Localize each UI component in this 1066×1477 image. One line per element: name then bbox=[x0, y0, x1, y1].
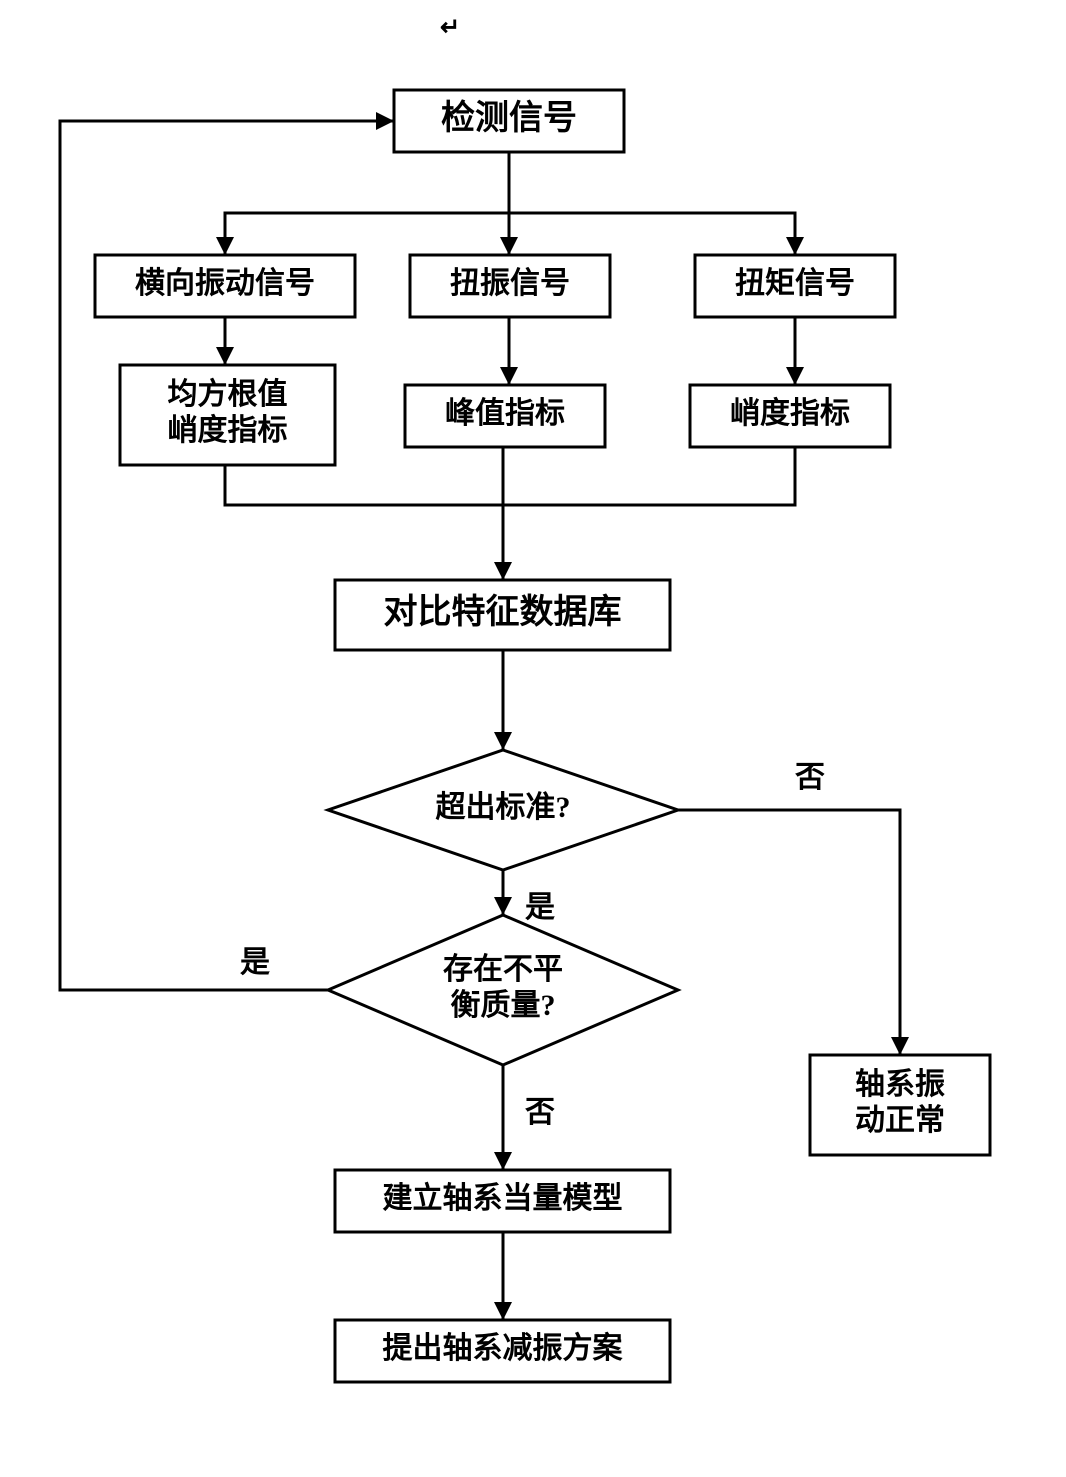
svg-text:超出标准?: 超出标准? bbox=[436, 791, 571, 824]
svg-text:扭振信号: 扭振信号 bbox=[450, 267, 570, 300]
svg-text:否: 否 bbox=[525, 1096, 555, 1129]
svg-text:提出轴系减振方案: 提出轴系减振方案 bbox=[383, 1331, 624, 1365]
svg-text:轴系振: 轴系振 bbox=[855, 1068, 945, 1101]
svg-text:↵: ↵ bbox=[440, 15, 460, 41]
svg-text:动正常: 动正常 bbox=[855, 1104, 945, 1137]
svg-text:扭矩信号: 扭矩信号 bbox=[735, 267, 855, 300]
svg-text:是: 是 bbox=[525, 891, 555, 924]
svg-text:是: 是 bbox=[240, 946, 270, 979]
svg-text:对比特征数据库: 对比特征数据库 bbox=[384, 593, 622, 631]
svg-text:否: 否 bbox=[795, 761, 825, 794]
svg-text:峭度指标: 峭度指标 bbox=[730, 397, 850, 430]
svg-text:均方根值: 均方根值 bbox=[168, 377, 288, 411]
svg-text:检测信号: 检测信号 bbox=[441, 98, 577, 137]
svg-text:峰值指标: 峰值指标 bbox=[445, 397, 565, 430]
svg-text:衡质量?: 衡质量? bbox=[451, 989, 556, 1022]
svg-text:峭度指标: 峭度指标 bbox=[168, 414, 288, 447]
svg-text:横向振动信号: 横向振动信号 bbox=[135, 267, 315, 300]
svg-text:建立轴系当量模型: 建立轴系当量模型 bbox=[383, 1181, 623, 1215]
svg-text:存在不平: 存在不平 bbox=[443, 953, 563, 986]
